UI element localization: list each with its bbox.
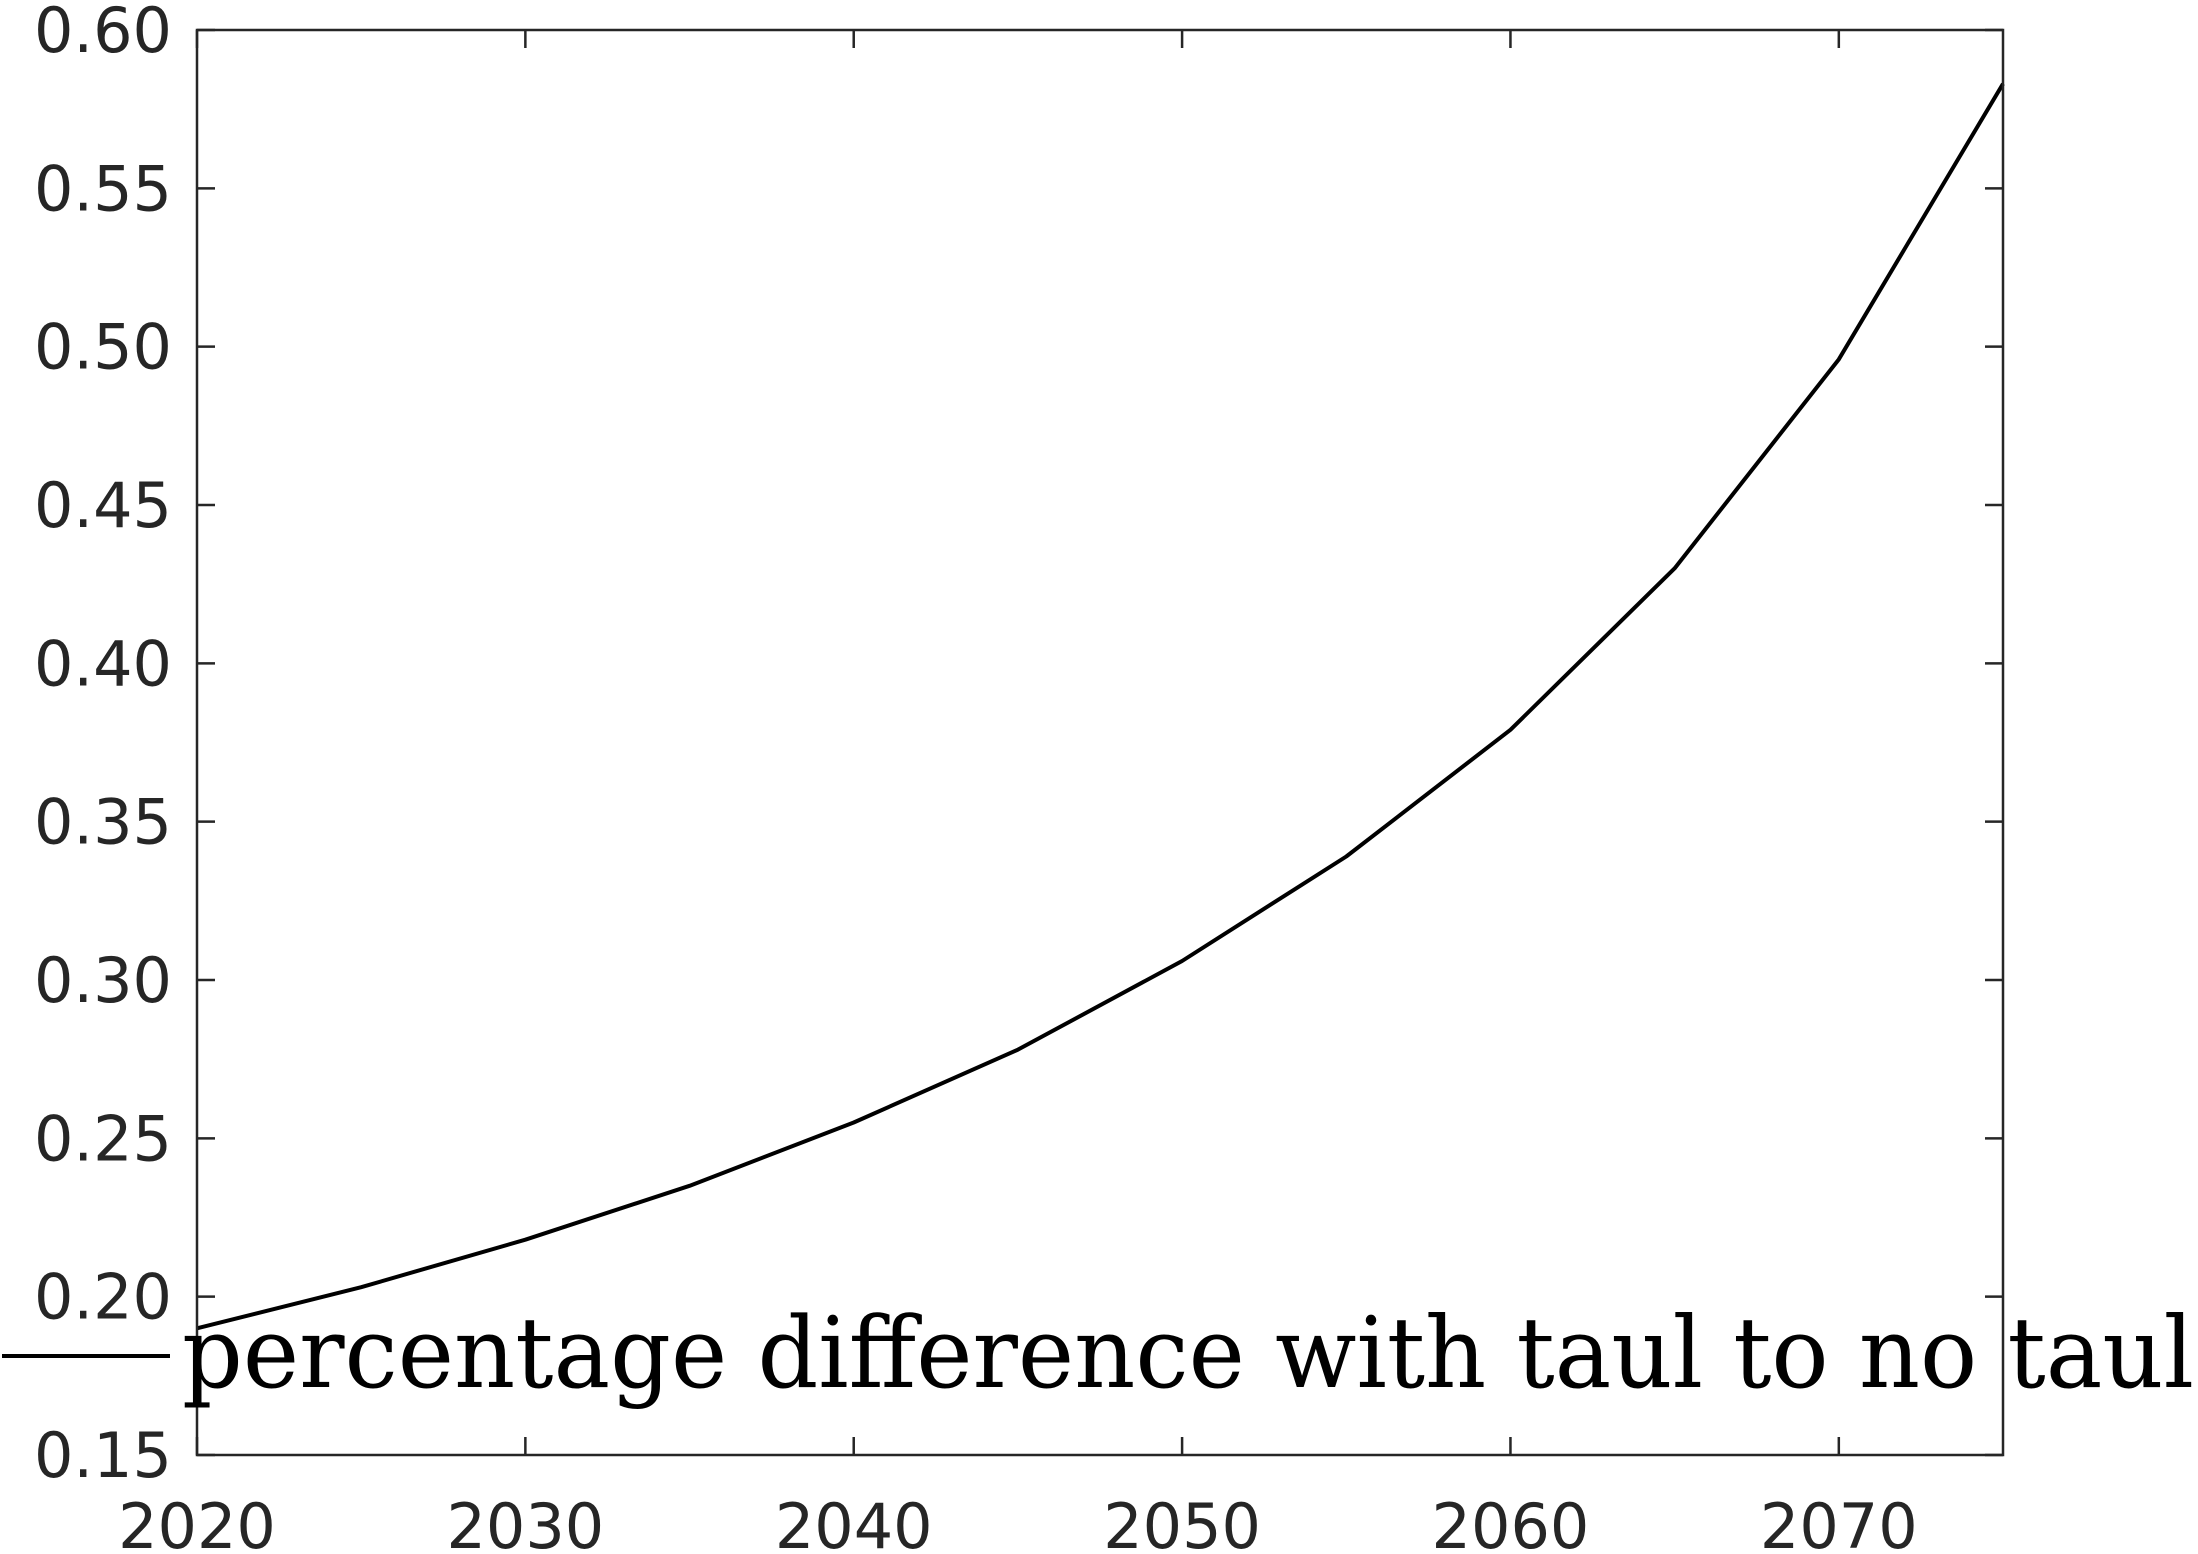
y-tick-label: 0.55 [34, 152, 172, 225]
y-tick-label: 0.40 [34, 627, 172, 700]
y-tick-label: 0.45 [34, 469, 172, 542]
x-tick-label: 2050 [1103, 1490, 1261, 1554]
legend-label: percentage difference with taul to no ta… [182, 1297, 2194, 1411]
legend: percentage difference with taul to no ta… [2, 1297, 2194, 1411]
y-tick-label: 0.30 [34, 944, 172, 1017]
y-tick-label: 0.35 [34, 786, 172, 859]
y-tick-label: 0.60 [34, 0, 172, 67]
x-tick-label: 2070 [1760, 1490, 1918, 1554]
x-tick-label: 2040 [775, 1490, 933, 1554]
x-tick-label: 2060 [1432, 1490, 1590, 1554]
y-tick-label: 0.25 [34, 1102, 172, 1175]
y-tick-label: 0.50 [34, 311, 172, 384]
x-axis-tick-labels: 2020 2030 2040 2050 2060 2070 [118, 1490, 1918, 1554]
plot-area [197, 30, 2003, 1455]
x-tick-label: 2030 [446, 1490, 604, 1554]
y-tick-label: 0.15 [34, 1419, 172, 1492]
plot-frame [195, 28, 2005, 1457]
series-line-percentage-difference [196, 82, 2005, 1331]
y-axis-tick-labels: 0.15 0.20 0.25 0.30 0.35 0.40 0.45 0.50 0.55 0.60 [34, 0, 172, 1492]
y-tick-label: 0.20 [34, 1261, 172, 1334]
x-tick-label: 2020 [118, 1490, 276, 1554]
